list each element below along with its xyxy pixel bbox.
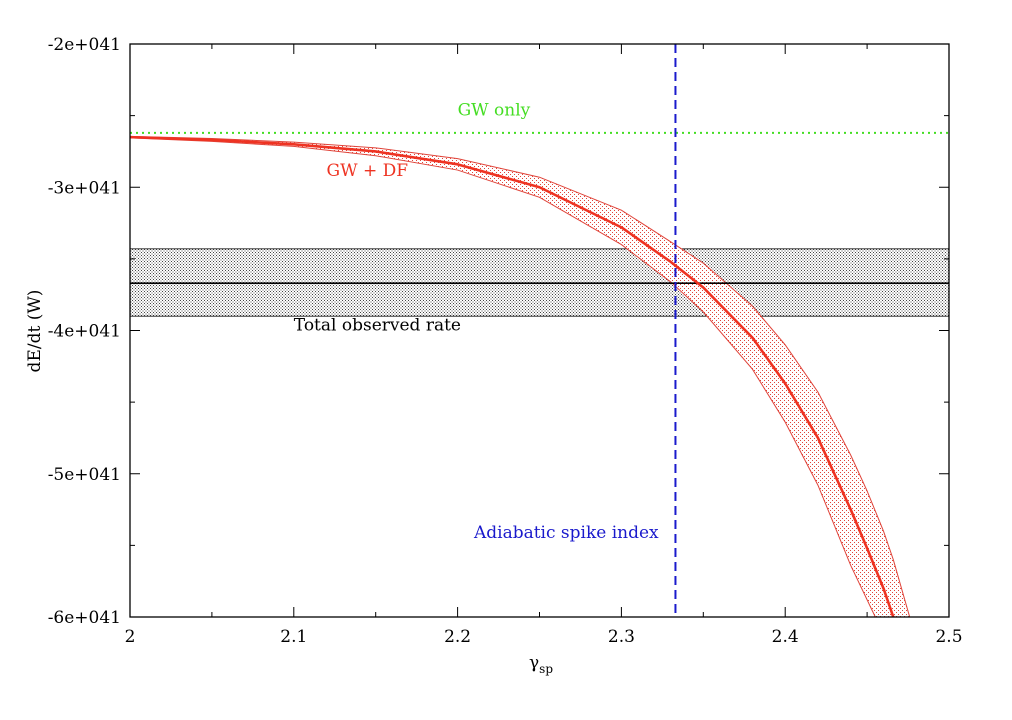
gw-only-label: GW only: [458, 101, 531, 121]
y-tick-label: -5e+041: [48, 465, 121, 485]
y-tick-label: -4e+041: [48, 322, 121, 342]
y-tick-label: -3e+041: [48, 178, 121, 198]
gw-df-label: GW + DF: [327, 161, 409, 181]
x-tick-label: 2.1: [280, 627, 307, 647]
x-tick-label: 2: [125, 627, 136, 647]
x-axis-title: γsp: [529, 653, 553, 676]
x-tick-label: 2.2: [444, 627, 471, 647]
gw-df-band-lower-edge: [130, 137, 876, 617]
adiabatic-spike-label: Adiabatic spike index: [473, 523, 659, 543]
gw-df-uncertainty-band: [130, 136, 910, 617]
y-tick-label: -6e+041: [48, 608, 121, 628]
observed-rate-label: Total observed rate: [294, 316, 461, 336]
gw-df-band-upper-edge: [130, 135, 911, 617]
y-axis-title: dE/dt (W): [25, 290, 45, 373]
x-tick-label: 2.5: [935, 627, 962, 647]
x-tick-label: 2.3: [608, 627, 635, 647]
y-tick-label: -2e+041: [48, 35, 121, 55]
x-tick-label: 2.4: [772, 627, 799, 647]
gw-df-line: [130, 135, 895, 617]
